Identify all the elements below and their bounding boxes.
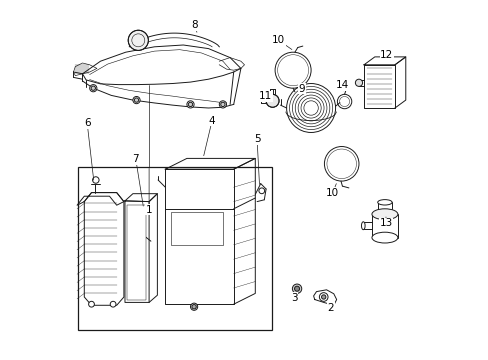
Circle shape (321, 295, 325, 299)
Text: 4: 4 (208, 116, 215, 126)
Ellipse shape (377, 199, 391, 205)
Circle shape (220, 102, 224, 107)
Circle shape (190, 303, 197, 310)
Bar (78, 167, 271, 330)
Text: 7: 7 (132, 154, 139, 164)
Text: 1: 1 (145, 204, 152, 215)
Circle shape (91, 86, 95, 90)
Text: 12: 12 (379, 50, 392, 60)
Text: 8: 8 (191, 20, 198, 30)
Circle shape (294, 286, 299, 291)
Text: 3: 3 (290, 293, 297, 303)
Circle shape (133, 96, 140, 104)
Text: 6: 6 (84, 118, 90, 128)
Circle shape (186, 101, 194, 108)
Text: 2: 2 (327, 303, 333, 313)
Text: 11: 11 (258, 91, 271, 101)
Circle shape (192, 305, 196, 309)
Text: 14: 14 (335, 80, 348, 90)
Circle shape (292, 284, 301, 293)
Circle shape (188, 102, 192, 107)
Text: 13: 13 (379, 218, 392, 228)
Circle shape (110, 301, 116, 307)
Bar (127, 205, 146, 300)
Circle shape (265, 94, 279, 107)
Circle shape (88, 301, 94, 307)
Text: 10: 10 (272, 35, 285, 45)
Circle shape (219, 101, 226, 108)
Text: 9: 9 (298, 84, 305, 94)
Text: 5: 5 (253, 134, 260, 144)
Circle shape (355, 79, 362, 86)
Ellipse shape (371, 209, 397, 220)
Circle shape (89, 85, 97, 92)
Circle shape (134, 98, 139, 102)
Ellipse shape (371, 232, 397, 243)
Ellipse shape (361, 222, 365, 230)
Text: 10: 10 (325, 188, 339, 198)
Circle shape (128, 30, 148, 50)
Bar (170, 212, 223, 245)
